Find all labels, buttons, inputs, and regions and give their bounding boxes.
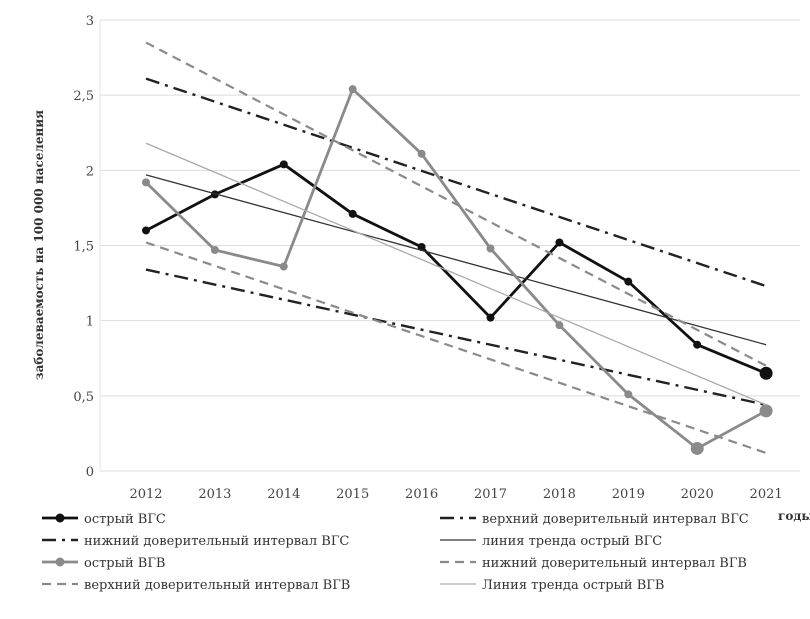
series-3 (145, 174, 767, 346)
x-tick-label: 2018 (543, 487, 576, 502)
series-0 (142, 160, 773, 380)
y-tick-label: 0,5 (73, 390, 94, 405)
data-point (690, 441, 704, 455)
series-4 (142, 85, 773, 455)
legend-marker (55, 513, 65, 523)
y-tick-label: 1,5 (73, 240, 94, 255)
series-line (145, 268, 767, 407)
data-point (555, 238, 564, 247)
data-point (279, 262, 288, 271)
x-tick-label: 2012 (129, 487, 162, 502)
x-tick-label: 2014 (267, 487, 300, 502)
legend-item: нижний доверительный интервал ВГС (42, 534, 349, 549)
x-tick-label: 2013 (198, 487, 231, 502)
legend-item: острый ВГС (42, 512, 166, 527)
data-point (348, 85, 357, 94)
legend-label: линия тренда острый ВГС (482, 534, 662, 549)
data-point (759, 404, 773, 418)
series-2 (145, 268, 767, 407)
y-tick-label: 2 (86, 164, 94, 179)
legend-label: острый ВГС (84, 512, 166, 527)
legend-label: Линия тренда острый ВГВ (482, 578, 664, 593)
data-point (486, 244, 495, 253)
data-point (417, 243, 426, 252)
series-1 (145, 77, 767, 288)
legend-item: линия тренда острый ВГС (440, 534, 662, 549)
series-line (145, 87, 767, 450)
x-tick-label: 2020 (681, 487, 714, 502)
series-line (145, 41, 767, 367)
data-point (142, 178, 150, 187)
series-line (145, 241, 767, 455)
y-tick-label: 2,5 (73, 89, 94, 104)
series-line (145, 142, 767, 406)
x-tick-label: 2021 (750, 487, 783, 502)
x-tick-label: 2019 (612, 487, 645, 502)
data-point (624, 277, 633, 286)
data-point (279, 160, 288, 169)
series-line (145, 77, 767, 288)
x-axis-ticks: 2012 2013 2014 2015 2016 2017 2018 2019 2020 2021 (129, 487, 782, 502)
data-point (142, 226, 150, 235)
legend-label: нижний доверительный интервал ВГС (84, 534, 349, 549)
x-tick-label: 2015 (336, 487, 369, 502)
series-6 (145, 41, 767, 367)
y-axis-ticks: 0 0,5 1 1,5 2 2,5 3 (73, 14, 94, 480)
series-7 (145, 142, 767, 406)
data-point (759, 366, 773, 380)
x-axis-label: годы (778, 509, 810, 523)
series-5 (145, 241, 767, 455)
data-point (348, 209, 357, 218)
legend: острый ВГС верхний доверительный интервал… (42, 512, 749, 593)
legend-label: острый ВГВ (84, 556, 165, 571)
legend-item: Линия тренда острый ВГВ (440, 578, 664, 593)
data-point (486, 313, 495, 322)
legend-item: верхний доверительный интервал ВГВ (42, 578, 350, 593)
legend-item: острый ВГВ (42, 556, 165, 571)
y-axis-label: заболеваемость на 100 000 населения (32, 110, 46, 380)
y-tick-label: 1 (86, 315, 94, 330)
x-tick-label: 2017 (474, 487, 507, 502)
data-point (555, 321, 564, 330)
data-point (693, 340, 702, 349)
y-tick-label: 0 (86, 465, 94, 480)
x-tick-label: 2016 (405, 487, 438, 502)
legend-label: верхний доверительный интервал ВГС (482, 512, 749, 527)
series-line (145, 174, 767, 346)
data-point (624, 390, 633, 399)
y-tick-label: 3 (86, 14, 94, 29)
series (142, 41, 773, 455)
data-point (210, 246, 219, 255)
legend-item: верхний доверительный интервал ВГС (440, 512, 749, 527)
legend-label: нижний доверительный интервал ВГВ (482, 556, 747, 571)
legend-item: нижний доверительный интервал ВГВ (440, 556, 747, 571)
series-line (145, 162, 767, 375)
legend-label: верхний доверительный интервал ВГВ (84, 578, 350, 593)
data-point (417, 149, 426, 158)
legend-marker (55, 557, 65, 567)
grid (99, 19, 800, 472)
